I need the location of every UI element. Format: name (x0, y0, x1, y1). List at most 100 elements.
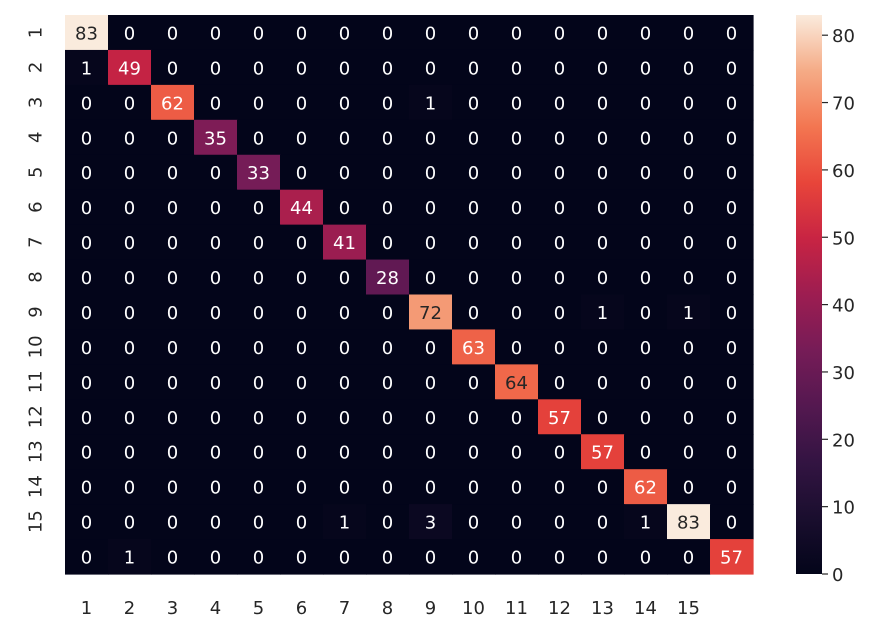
cell-value-label: 0 (468, 233, 479, 254)
cell-value-label: 0 (124, 233, 135, 254)
cell-value-label: 0 (468, 163, 479, 184)
cell-value-label: 0 (554, 478, 565, 499)
cell-value-label: 0 (468, 58, 479, 79)
cell-value-label: 0 (339, 548, 350, 569)
cell-value-label: 35 (204, 128, 227, 149)
heatmap-cell (495, 259, 539, 296)
heatmap-cell (409, 399, 453, 435)
heatmap-cell (151, 189, 195, 226)
cell-value-label: 0 (511, 268, 522, 289)
heatmap-cell (237, 294, 281, 331)
cell-value-label: 0 (554, 338, 565, 359)
cell-value-label: 0 (81, 198, 92, 219)
heatmap-cell (194, 434, 238, 470)
cell-value-label: 0 (81, 443, 92, 464)
heatmap-cell (581, 364, 625, 400)
cell-value-label: 0 (253, 548, 264, 569)
cell-value-label: 0 (382, 513, 393, 534)
heatmap-cell (495, 399, 539, 435)
heatmap-cell (108, 539, 152, 575)
cell-value-label: 0 (640, 548, 651, 569)
cell-value-label: 63 (462, 338, 485, 359)
x-tick-label: 2 (124, 598, 135, 619)
heatmap-cell (452, 224, 496, 261)
cell-value-label: 0 (425, 443, 436, 464)
heatmap-cell (151, 399, 195, 435)
cell-value-label: 0 (382, 233, 393, 254)
cell-value-label: 0 (683, 548, 694, 569)
heatmap-cell (538, 224, 582, 261)
cell-value-label: 0 (296, 513, 307, 534)
cell-value-label: 0 (511, 303, 522, 324)
heatmap-cell (409, 504, 453, 540)
cell-value-label: 0 (597, 163, 608, 184)
cell-value-label: 0 (124, 513, 135, 534)
cell-value-label: 0 (210, 548, 221, 569)
cell-value-label: 0 (683, 373, 694, 394)
heatmap-cell (280, 259, 324, 296)
cell-value-label: 0 (253, 303, 264, 324)
cell-value-label: 0 (640, 268, 651, 289)
heatmap-cell (194, 504, 238, 540)
cell-value-label: 0 (683, 408, 694, 429)
heatmap-cell (366, 224, 410, 261)
cell-value-label: 0 (253, 128, 264, 149)
heatmap-cell (65, 539, 109, 575)
heatmap-cell (624, 399, 668, 435)
heatmap-cell (65, 399, 109, 435)
heatmap-cell (538, 49, 582, 86)
cell-value-label: 0 (382, 198, 393, 219)
heatmap-cell (452, 364, 496, 400)
heatmap-cell (65, 189, 109, 226)
cell-value-label: 0 (726, 93, 737, 114)
cell-value-label: 0 (683, 233, 694, 254)
heatmap-cell (323, 434, 367, 470)
cell-value-label: 0 (253, 23, 264, 44)
cell-value-label: 0 (683, 128, 694, 149)
cell-value-label: 0 (81, 338, 92, 359)
heatmap-cell (581, 15, 625, 51)
heatmap-cell (710, 224, 754, 261)
heatmap-cell (581, 329, 625, 365)
heatmap-cell (237, 504, 281, 540)
heatmap-cell (237, 364, 281, 400)
heatmap-cell (65, 119, 109, 156)
cell-value-label: 0 (683, 338, 694, 359)
colorbar-tick-label: 70 (832, 94, 855, 115)
heatmap-cell (323, 399, 367, 435)
heatmap-cell (667, 329, 711, 365)
heatmap-cell (495, 539, 539, 575)
x-tick-label: 8 (382, 598, 393, 619)
cell-value-label: 0 (81, 373, 92, 394)
y-tick-label: 5 (26, 166, 47, 177)
cell-value-label: 0 (511, 23, 522, 44)
heatmap-cell (280, 399, 324, 435)
heatmap-cell (108, 294, 152, 331)
cell-value-label: 0 (167, 268, 178, 289)
cell-value-label: 0 (167, 303, 178, 324)
cell-value-label: 0 (210, 93, 221, 114)
heatmap-cell (409, 189, 453, 226)
y-tick-label: 7 (26, 236, 47, 247)
y-tick-label: 13 (26, 440, 47, 463)
cell-value-label: 0 (253, 58, 264, 79)
cell-value-label: 0 (296, 163, 307, 184)
heatmap-cell (452, 539, 496, 575)
cell-value-label: 0 (683, 198, 694, 219)
heatmap-cell (194, 329, 238, 365)
cell-value-label: 0 (339, 478, 350, 499)
cell-value-label: 0 (167, 198, 178, 219)
heatmap-cell (65, 154, 109, 191)
heatmap-cell (280, 504, 324, 540)
heatmap-cell (280, 434, 324, 470)
cell-value-label: 0 (726, 268, 737, 289)
cell-value-label: 0 (167, 478, 178, 499)
cell-value-label: 1 (339, 513, 350, 534)
heatmap-cell (194, 15, 238, 51)
heatmap-cell (495, 84, 539, 121)
heatmap-cell (538, 364, 582, 400)
heatmap-cell (667, 84, 711, 121)
heatmap-cell (409, 119, 453, 156)
cell-value-label: 0 (511, 513, 522, 534)
cell-value-label: 0 (468, 513, 479, 534)
